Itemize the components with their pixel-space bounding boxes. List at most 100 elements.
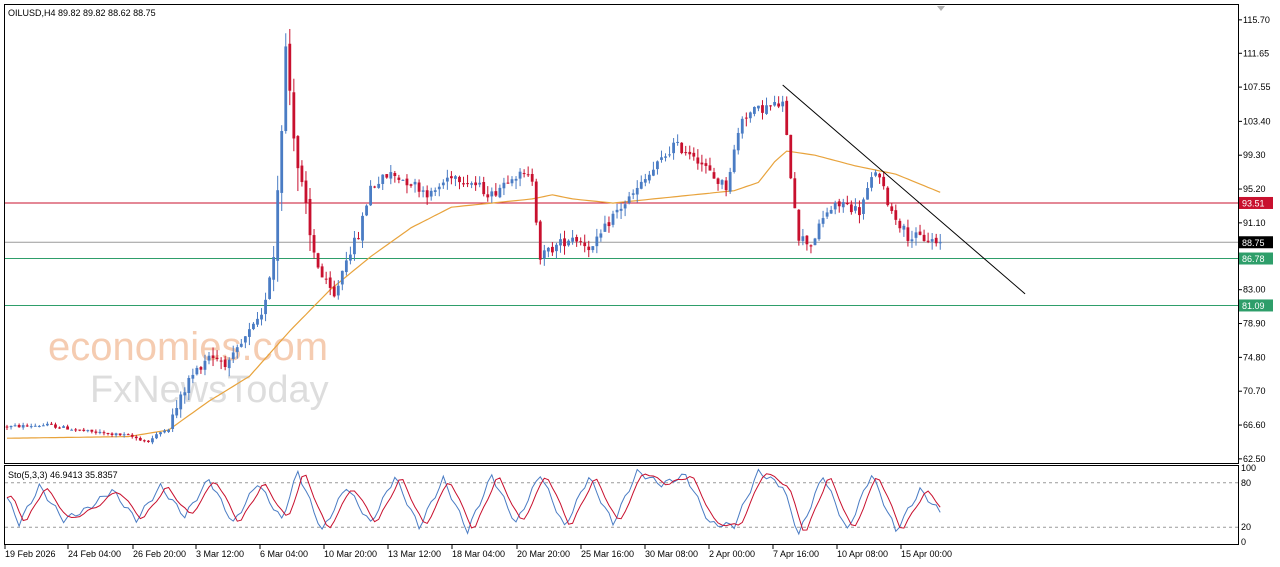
x-tick-label: 20 Mar 20:00 — [517, 549, 570, 559]
candle-bear — [74, 429, 78, 431]
candle-bull — [611, 213, 615, 225]
level-tag-support — [1239, 299, 1273, 312]
candle-bull — [191, 374, 195, 379]
candle-bear — [793, 178, 797, 209]
candle-bear — [724, 180, 728, 191]
candle-bear — [526, 174, 530, 176]
level-tag-label: 86.78 — [1242, 254, 1265, 264]
candle-bear — [292, 92, 296, 139]
candle-bull — [9, 425, 13, 428]
x-tick-label: 30 Mar 08:00 — [645, 549, 698, 559]
candle-bear — [134, 436, 138, 439]
candle-bear — [78, 429, 82, 431]
candle-bull — [179, 394, 183, 410]
candle-bull — [870, 177, 873, 188]
candle-bull — [728, 171, 732, 192]
candle-bull — [114, 433, 118, 436]
scroll-marker-icon[interactable] — [937, 6, 945, 11]
candle-bull — [914, 232, 918, 238]
candle-bear — [328, 277, 332, 288]
candle-bear — [926, 240, 930, 242]
candle-bull — [664, 156, 667, 158]
candle-bear — [405, 178, 409, 186]
stoch-d-line — [6, 473, 941, 531]
watermark-fxnewstoday: FxNewsToday — [90, 369, 329, 411]
candle-bull — [437, 186, 441, 190]
candle-bear — [688, 151, 692, 155]
trendline[interactable] — [782, 84, 1026, 295]
candle-bull — [243, 336, 247, 343]
candle-bear — [494, 191, 498, 196]
candle-bull — [595, 236, 599, 247]
candle-bear — [66, 426, 69, 430]
candle-bull — [668, 154, 671, 156]
candle-bear — [894, 210, 898, 220]
candle-bull — [514, 178, 518, 181]
candle-bull — [498, 187, 502, 198]
candle-bear — [882, 176, 886, 187]
candle-bull — [361, 215, 364, 241]
candle-bull — [748, 112, 752, 119]
candle-bull — [615, 209, 619, 213]
candle-bear — [918, 231, 922, 235]
candle-bull — [627, 196, 631, 203]
candle-bear — [777, 103, 781, 107]
candle-bull — [676, 141, 680, 143]
candle-bull — [866, 188, 869, 200]
candle-bull — [280, 131, 284, 193]
stoch-scale-label: 100 — [1241, 463, 1256, 473]
candle-bear — [789, 134, 793, 179]
candle-bear — [587, 246, 591, 251]
candle-bear — [538, 221, 542, 260]
x-tick-label: 2 Apr 00:00 — [709, 549, 755, 559]
candle-bear — [25, 425, 29, 427]
candle-bull — [555, 244, 558, 252]
candle-bear — [300, 165, 304, 183]
candle-bear — [922, 234, 926, 241]
candle-bear — [530, 174, 534, 182]
candle-bull — [470, 183, 473, 185]
candle-bull — [825, 212, 829, 217]
candle-bull — [272, 257, 276, 280]
moving-average-line — [7, 150, 941, 439]
candle-bull — [910, 239, 914, 242]
candle-bear — [684, 152, 688, 154]
candle-bull — [231, 352, 235, 360]
level-tag-current — [1239, 236, 1273, 249]
stoch-scale-label: 20 — [1241, 522, 1251, 532]
candle-bull — [546, 247, 550, 252]
candle-bear — [712, 172, 716, 179]
candle-bull — [510, 179, 514, 184]
candle-bear — [522, 173, 526, 175]
watermark-economies: economies.com — [48, 325, 328, 369]
candle-bear — [106, 432, 110, 434]
candle-bull — [389, 172, 393, 179]
candle-bull — [821, 218, 825, 224]
candle-bull — [862, 199, 865, 214]
candle-bear — [219, 360, 223, 362]
candle-bull — [163, 430, 166, 433]
candle-bear — [296, 136, 300, 169]
candle-bull — [175, 408, 179, 416]
candle-bull — [86, 430, 90, 432]
candle-bear — [886, 187, 890, 206]
y-tick-label: 115.70 — [1243, 15, 1270, 25]
x-tick-label: 24 Feb 04:00 — [68, 549, 121, 559]
candle-bull — [336, 285, 340, 296]
candle-bull — [203, 360, 207, 370]
candle-bear — [769, 105, 772, 107]
candle-bull — [98, 431, 102, 434]
candle-bull — [599, 233, 603, 238]
candle-bear — [17, 424, 21, 428]
candle-bull — [732, 149, 736, 172]
candle-bear — [692, 152, 696, 157]
candle-bull — [381, 174, 385, 184]
candle-bull — [256, 318, 259, 325]
candle-bull — [639, 181, 643, 189]
candle-bull — [340, 270, 344, 285]
candle-bear — [575, 237, 579, 242]
level-tag-label: 93.51 — [1242, 198, 1265, 208]
candle-bull — [631, 193, 635, 195]
candle-bear — [680, 142, 684, 154]
